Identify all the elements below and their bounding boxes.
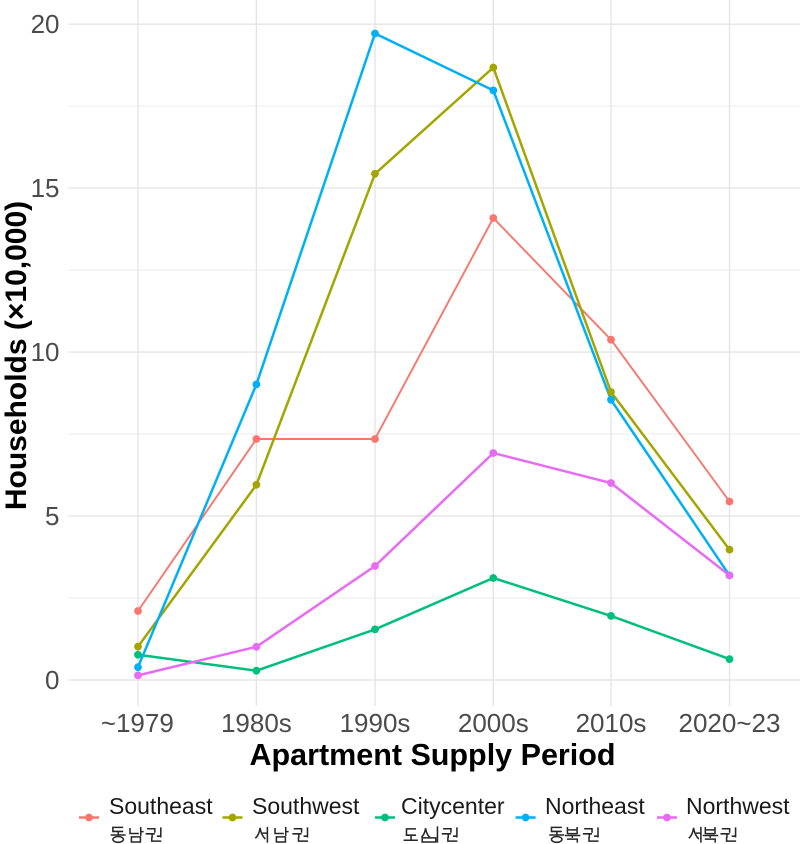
svg-text:20: 20 (31, 9, 60, 39)
svg-text:Citycenter: Citycenter (401, 793, 505, 819)
svg-text:10: 10 (31, 337, 60, 367)
svg-text:1990s: 1990s (340, 708, 411, 738)
svg-text:2010s: 2010s (576, 708, 647, 738)
svg-text:~1979: ~1979 (101, 708, 174, 738)
svg-text:0: 0 (45, 665, 59, 695)
svg-text:1980s: 1980s (221, 708, 292, 738)
svg-text:2020~23: 2020~23 (679, 708, 781, 738)
svg-text:Southeast: Southeast (109, 793, 213, 819)
svg-text:2000s: 2000s (458, 708, 529, 738)
svg-text:Apartment Supply Period: Apartment Supply Period (249, 738, 615, 772)
svg-text:5: 5 (45, 501, 59, 531)
svg-text:Southwest: Southwest (252, 793, 360, 819)
svg-text:Northwest: Northwest (686, 793, 790, 819)
svg-text:Households (×10,000): Households (×10,000) (0, 201, 33, 510)
svg-text:Northeast: Northeast (545, 793, 645, 819)
svg-text:15: 15 (31, 173, 60, 203)
